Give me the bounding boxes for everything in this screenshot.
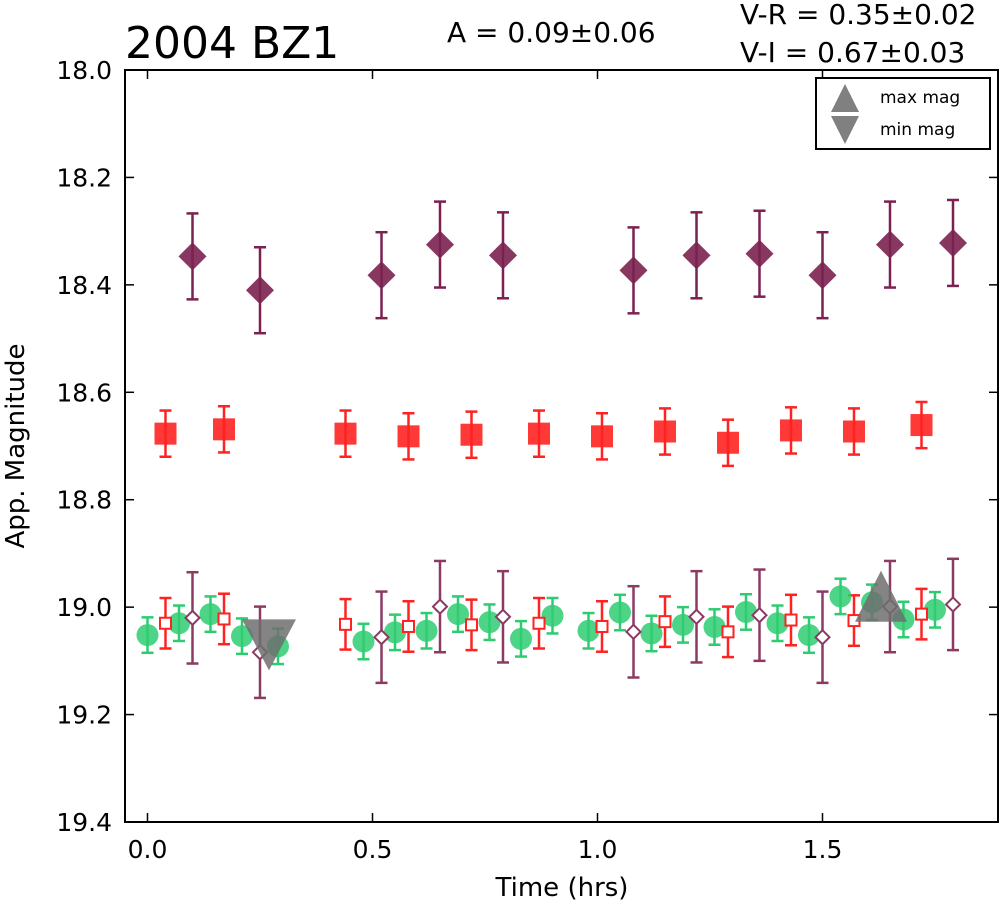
data-point-circle — [541, 604, 564, 627]
data-point-diamond-open — [625, 623, 642, 641]
data-point-diamond — [178, 242, 207, 271]
legend-max-mag-label: max mag — [880, 88, 960, 108]
legend: max mag min mag — [815, 77, 991, 150]
y-tick-label: 19.4 — [56, 808, 112, 837]
data-point-square-open — [595, 619, 609, 633]
data-point-square-open — [159, 616, 172, 630]
y-tick-label: 18.0 — [56, 56, 112, 85]
x-tick-label: 1.5 — [803, 835, 843, 864]
data-point-square — [591, 425, 613, 448]
v-r-color-label: V-R = 0.35±0.02 — [740, 0, 976, 31]
data-point-circle — [924, 598, 946, 621]
data-point-diamond — [682, 241, 711, 270]
data-point-square — [460, 423, 483, 446]
data-point-circle — [703, 616, 726, 639]
data-point-square — [213, 418, 235, 441]
data-point-circle — [510, 627, 532, 650]
data-point-circle — [735, 600, 757, 623]
data-point-circle — [231, 625, 253, 648]
data-point-diamond — [367, 261, 396, 290]
y-tick-label: 18.8 — [56, 486, 112, 515]
data-point-square-open — [915, 607, 928, 621]
data-point-square-open — [532, 616, 546, 630]
data-point-diamond — [808, 261, 837, 290]
axis-ticks: 0.0 0.5 1.0 1.5 18.0 18.2 18.4 18.6 18.8 19.0 19.2… — [56, 56, 998, 864]
data-point-diamond-open — [944, 596, 962, 613]
data-point-diamond — [939, 228, 967, 257]
data-point-square-open — [465, 618, 478, 632]
plot-area — [136, 198, 967, 700]
y-tick-label: 18.4 — [56, 271, 112, 300]
legend-min-mag-marker — [831, 116, 859, 144]
data-point-square — [780, 419, 802, 442]
data-point-circle — [447, 603, 469, 626]
amplitude-label: A = 0.09±0.06 — [447, 16, 656, 49]
y-tick-label: 18.2 — [56, 163, 112, 192]
data-point-square — [397, 425, 420, 448]
plot-frame — [124, 69, 999, 823]
data-point-square — [528, 422, 550, 445]
data-point-diamond — [246, 276, 274, 305]
legend-min-mag-label: min mag — [880, 120, 955, 140]
data-point-square-open — [402, 619, 415, 633]
data-point-circle — [199, 603, 222, 626]
y-tick-label: 19.2 — [56, 701, 112, 730]
x-axis-label: Time (hrs) — [495, 873, 629, 903]
data-point-diamond — [489, 241, 517, 270]
chart-title: 2004 BZ1 — [125, 18, 339, 69]
data-point-diamond-open — [431, 598, 449, 616]
v-i-color-label: V-I = 0.67±0.03 — [740, 36, 965, 69]
data-point-square — [334, 422, 357, 445]
data-point-circle — [609, 601, 631, 624]
x-tick-label: 0.0 — [128, 835, 168, 864]
data-point-square-open — [784, 613, 798, 627]
x-tick-label: 1.0 — [578, 835, 618, 864]
data-point-diamond-open — [373, 628, 390, 646]
data-point-diamond-open — [688, 608, 705, 626]
legend-max-mag-marker — [831, 84, 859, 112]
data-point-diamond — [426, 230, 454, 259]
data-point-square — [717, 431, 739, 454]
data-point-circle — [798, 624, 820, 647]
data-point-circle — [136, 624, 159, 647]
data-point-square — [154, 422, 177, 445]
y-tick-label: 18.6 — [56, 378, 112, 407]
data-point-circle — [672, 613, 694, 636]
max-mag-marker — [855, 570, 907, 622]
data-point-diamond — [745, 239, 774, 268]
data-point-square-open — [721, 625, 735, 639]
data-point-diamond — [876, 230, 904, 259]
y-axis-label: App. Magnitude — [1, 343, 31, 548]
data-point-diamond-open — [814, 628, 831, 646]
data-point-diamond-open — [494, 608, 512, 626]
data-point-circle — [384, 621, 406, 644]
y-tick-label: 19.0 — [56, 593, 112, 622]
data-point-square-open — [339, 617, 352, 631]
data-point-circle — [829, 585, 852, 608]
data-point-diamond-open — [184, 609, 201, 627]
data-point-square-open — [217, 612, 231, 626]
data-point-circle — [352, 630, 375, 653]
min-mag-marker — [242, 619, 296, 671]
data-point-square — [843, 420, 865, 443]
x-tick-label: 0.5 — [353, 835, 393, 864]
data-point-circle — [577, 619, 600, 642]
data-point-circle — [415, 619, 438, 642]
data-point-square-open — [658, 615, 672, 629]
data-point-diamond — [619, 256, 648, 285]
data-point-square — [910, 414, 933, 437]
data-point-square — [654, 420, 676, 443]
data-point-circle — [640, 622, 663, 645]
data-point-circle — [766, 612, 789, 635]
data-point-diamond-open — [751, 606, 768, 624]
